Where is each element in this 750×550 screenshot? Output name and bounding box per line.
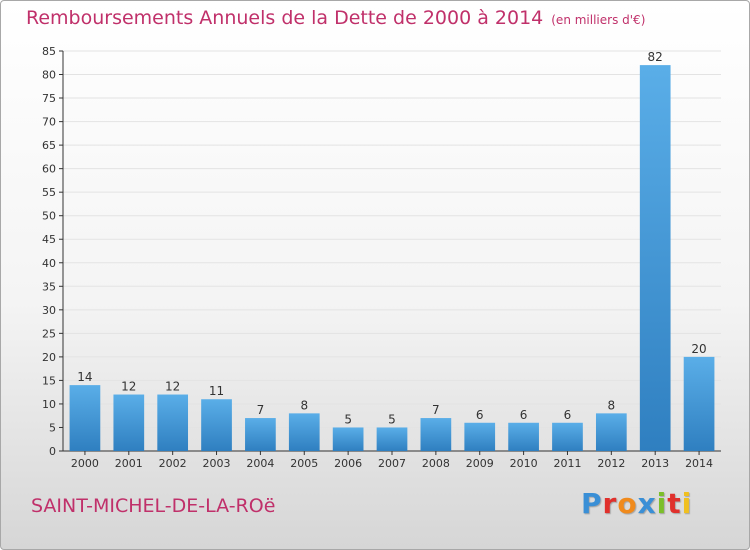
chart-title: Remboursements Annuels de la Dette de 20…: [26, 7, 645, 29]
y-tick-label: 10: [42, 398, 56, 411]
bar-2006: [332, 427, 364, 451]
bar-value-label: 8: [300, 398, 308, 412]
x-tick-label: 2008: [422, 457, 450, 470]
logo-letter: t: [667, 487, 682, 520]
bar-2000: [69, 385, 101, 451]
proxiti-logo: Proxiti: [581, 487, 692, 520]
bar-value-label: 7: [432, 403, 440, 417]
bar-2007: [376, 427, 408, 451]
bar-2003: [201, 399, 232, 451]
y-tick-label: 15: [42, 374, 56, 387]
y-tick-label: 65: [42, 139, 56, 152]
chart-title-unit: (en milliers d'€): [551, 13, 646, 27]
bar-value-label: 6: [564, 408, 572, 422]
bar-2005: [288, 413, 320, 451]
bar-value-label: 6: [476, 408, 484, 422]
y-tick-label: 55: [42, 186, 56, 199]
y-tick-label: 75: [42, 92, 56, 105]
y-tick-label: 70: [42, 116, 56, 129]
logo-letter: o: [617, 487, 638, 520]
logo-letter: P: [581, 487, 603, 520]
y-tick-label: 30: [42, 304, 56, 317]
x-tick-label: 2002: [159, 457, 187, 470]
bar-2001: [113, 394, 145, 451]
bar-2013: [639, 65, 671, 451]
x-tick-label: 2013: [641, 457, 669, 470]
bar-value-label: 12: [165, 380, 180, 394]
bar-2014: [683, 356, 715, 451]
logo-letter: i: [656, 487, 668, 520]
x-tick-label: 2010: [510, 457, 538, 470]
bar-value-label: 5: [388, 412, 396, 426]
y-tick-label: 50: [42, 210, 56, 223]
x-tick-label: 2001: [115, 457, 143, 470]
y-tick-label: 20: [42, 351, 56, 364]
bar-2012: [595, 413, 627, 451]
x-tick-label: 2006: [334, 457, 362, 470]
bar-value-label: 14: [77, 370, 92, 384]
y-tick-label: 60: [42, 163, 56, 176]
x-tick-label: 2009: [466, 457, 494, 470]
y-tick-label: 85: [42, 45, 56, 58]
bar-2004: [245, 418, 276, 451]
bar-2002: [157, 394, 189, 451]
y-tick-label: 5: [49, 421, 56, 434]
bar-value-label: 7: [257, 403, 265, 417]
x-tick-label: 2003: [203, 457, 231, 470]
bar-2010: [508, 422, 539, 451]
logo-letter: r: [602, 487, 618, 520]
y-tick-label: 45: [42, 233, 56, 246]
bar-2008: [420, 418, 452, 451]
y-tick-label: 25: [42, 327, 56, 340]
x-tick-label: 2012: [597, 457, 625, 470]
bar-value-label: 6: [520, 408, 528, 422]
bar-value-label: 5: [344, 412, 352, 426]
y-tick-label: 0: [49, 445, 56, 458]
logo-letter: x: [637, 487, 657, 520]
x-tick-label: 2005: [290, 457, 318, 470]
bar-2011: [552, 422, 583, 451]
y-tick-label: 40: [42, 257, 56, 270]
x-tick-label: 2011: [553, 457, 581, 470]
bar-value-label: 12: [121, 380, 136, 394]
y-tick-label: 35: [42, 280, 56, 293]
x-tick-label: 2004: [246, 457, 274, 470]
bar-value-label: 8: [608, 398, 616, 412]
x-tick-label: 2014: [685, 457, 713, 470]
x-tick-label: 2007: [378, 457, 406, 470]
x-tick-label: 2000: [71, 457, 99, 470]
bar-value-label: 20: [691, 342, 706, 356]
bar-2009: [464, 422, 496, 451]
y-tick-label: 80: [42, 69, 56, 82]
logo-letter: i: [681, 487, 693, 520]
bar-value-label: 11: [209, 384, 224, 398]
city-name: SAINT-MICHEL-DE-LA-ROë: [31, 495, 276, 517]
bar-value-label: 82: [648, 50, 663, 64]
chart-title-text: Remboursements Annuels de la Dette de 20…: [26, 7, 544, 29]
